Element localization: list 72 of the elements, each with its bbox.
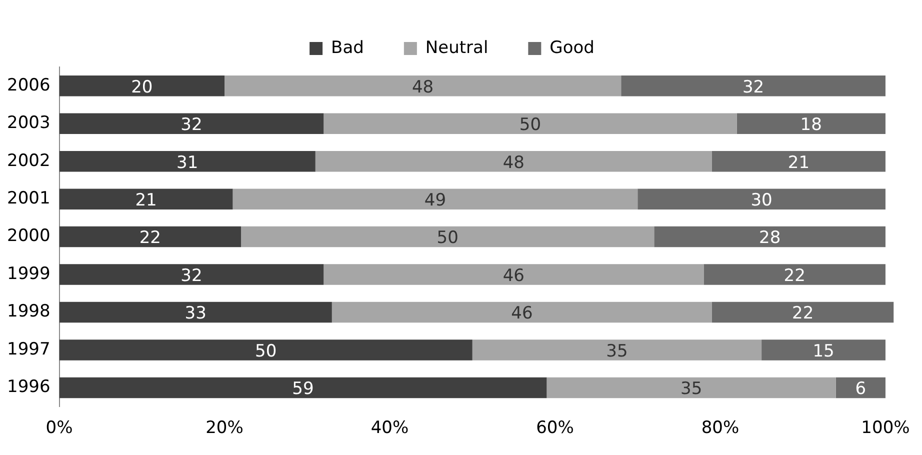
- data-label: 18: [800, 115, 822, 136]
- data-label: 46: [502, 266, 525, 286]
- y-tick-label: 2006: [7, 75, 50, 96]
- data-label: 50: [255, 341, 277, 362]
- y-tick-label: 1998: [7, 302, 50, 322]
- data-label: 50: [436, 228, 458, 248]
- x-tick-label: 60%: [536, 418, 574, 438]
- bar: [638, 188, 886, 210]
- bar: [704, 264, 886, 285]
- legend-label: Bad: [331, 38, 364, 58]
- bar: [59, 340, 472, 360]
- bar: [621, 75, 886, 96]
- data-label: 22: [139, 228, 161, 248]
- bar: [332, 302, 712, 323]
- bar: [736, 113, 886, 134]
- bar: [712, 302, 894, 323]
- bar: [59, 226, 242, 248]
- bar: [762, 340, 886, 360]
- data-label: 32: [742, 77, 764, 98]
- y-tick-label: 2003: [7, 113, 50, 134]
- bar: [59, 113, 324, 134]
- data-label: 48: [502, 152, 525, 173]
- y-tick-label: 1999: [7, 264, 50, 284]
- data-label: 15: [812, 341, 834, 362]
- bar: [324, 113, 737, 134]
- data-label: 46: [511, 304, 533, 324]
- x-tick-label: 80%: [701, 418, 740, 438]
- data-label: 32: [180, 115, 202, 136]
- y-tick-label: 1997: [7, 339, 50, 360]
- bar: [224, 75, 622, 96]
- legend-label: Good: [550, 38, 594, 58]
- bar: [241, 226, 654, 248]
- bar: [59, 302, 332, 323]
- data-label: 21: [788, 152, 810, 173]
- x-tick-label: 100%: [861, 418, 910, 438]
- data-label: 28: [758, 228, 781, 248]
- y-tick-label: 1996: [7, 377, 50, 398]
- legend-label: Neutral: [425, 38, 488, 58]
- data-label: 20: [131, 77, 153, 98]
- data-label: 22: [792, 304, 814, 324]
- data-label: 32: [180, 266, 202, 286]
- bar: [232, 188, 638, 210]
- y-tick-label: 2000: [7, 226, 50, 246]
- bar: [836, 377, 886, 398]
- x-tick-label: 20%: [206, 418, 244, 438]
- x-tick-label: 40%: [370, 418, 409, 438]
- bar: [654, 226, 886, 248]
- bar: [546, 377, 836, 398]
- bar: [324, 264, 704, 285]
- x-tick-label: 0%: [46, 418, 73, 438]
- data-label: 31: [176, 152, 198, 173]
- data-label: 30: [750, 190, 772, 210]
- bar: [59, 75, 225, 96]
- data-label: 22: [784, 266, 806, 286]
- data-label: 59: [292, 379, 314, 400]
- data-label: 21: [135, 190, 157, 210]
- bar: [315, 150, 712, 172]
- data-label: 50: [519, 115, 542, 136]
- data-label: 6: [855, 379, 866, 400]
- bar: [472, 340, 762, 360]
- data-label: 48: [412, 77, 434, 98]
- bar: [59, 188, 233, 210]
- bar: [712, 150, 886, 172]
- y-tick-label: 2001: [7, 188, 50, 208]
- bar: [59, 150, 316, 172]
- data-label: 35: [606, 341, 628, 362]
- bar: [59, 264, 324, 285]
- bar: [59, 377, 547, 398]
- data-label: 35: [680, 379, 702, 400]
- data-label: 49: [424, 190, 446, 210]
- data-label: 33: [184, 304, 206, 324]
- y-tick-label: 2002: [7, 150, 50, 171]
